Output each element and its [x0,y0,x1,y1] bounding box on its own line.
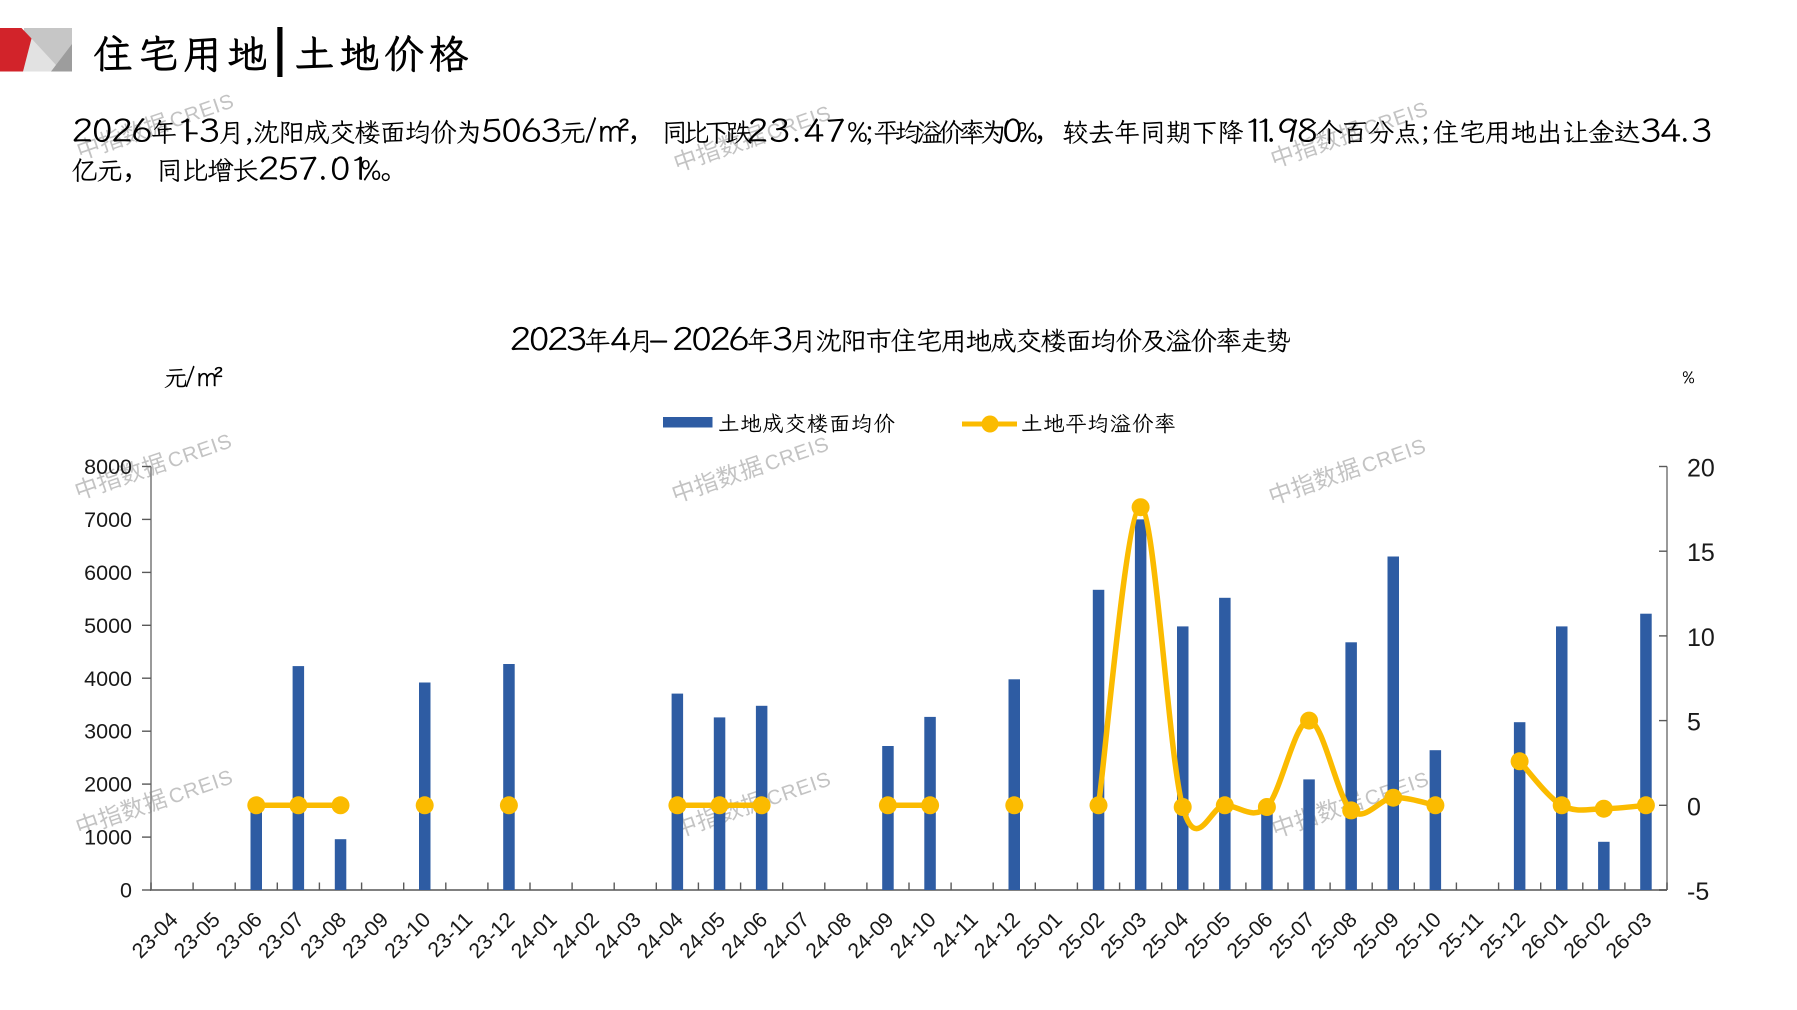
svg-text:0: 0 [1687,793,1701,821]
svg-text:20: 20 [1687,455,1715,483]
svg-text:-5: -5 [1687,878,1709,906]
svg-text:15: 15 [1687,539,1715,567]
svg-text:4000: 4000 [84,667,132,691]
svg-text:8000: 8000 [84,455,132,479]
svg-text:5000: 5000 [84,614,132,638]
svg-text:10: 10 [1687,624,1715,652]
svg-text:0: 0 [120,879,132,903]
svg-text:3000: 3000 [84,720,132,744]
svg-text:2000: 2000 [84,773,132,797]
svg-text:1000: 1000 [84,826,132,850]
svg-text:6000: 6000 [84,561,132,585]
svg-text:7000: 7000 [84,508,132,532]
svg-text:5: 5 [1687,709,1701,737]
